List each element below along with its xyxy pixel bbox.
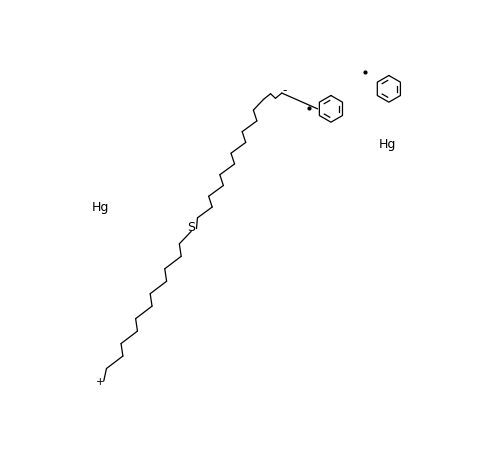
Text: -: -	[282, 84, 287, 97]
Text: Hg: Hg	[92, 201, 109, 213]
Text: Hg: Hg	[378, 137, 396, 151]
Text: +: +	[96, 376, 104, 386]
Text: S: S	[187, 221, 195, 233]
